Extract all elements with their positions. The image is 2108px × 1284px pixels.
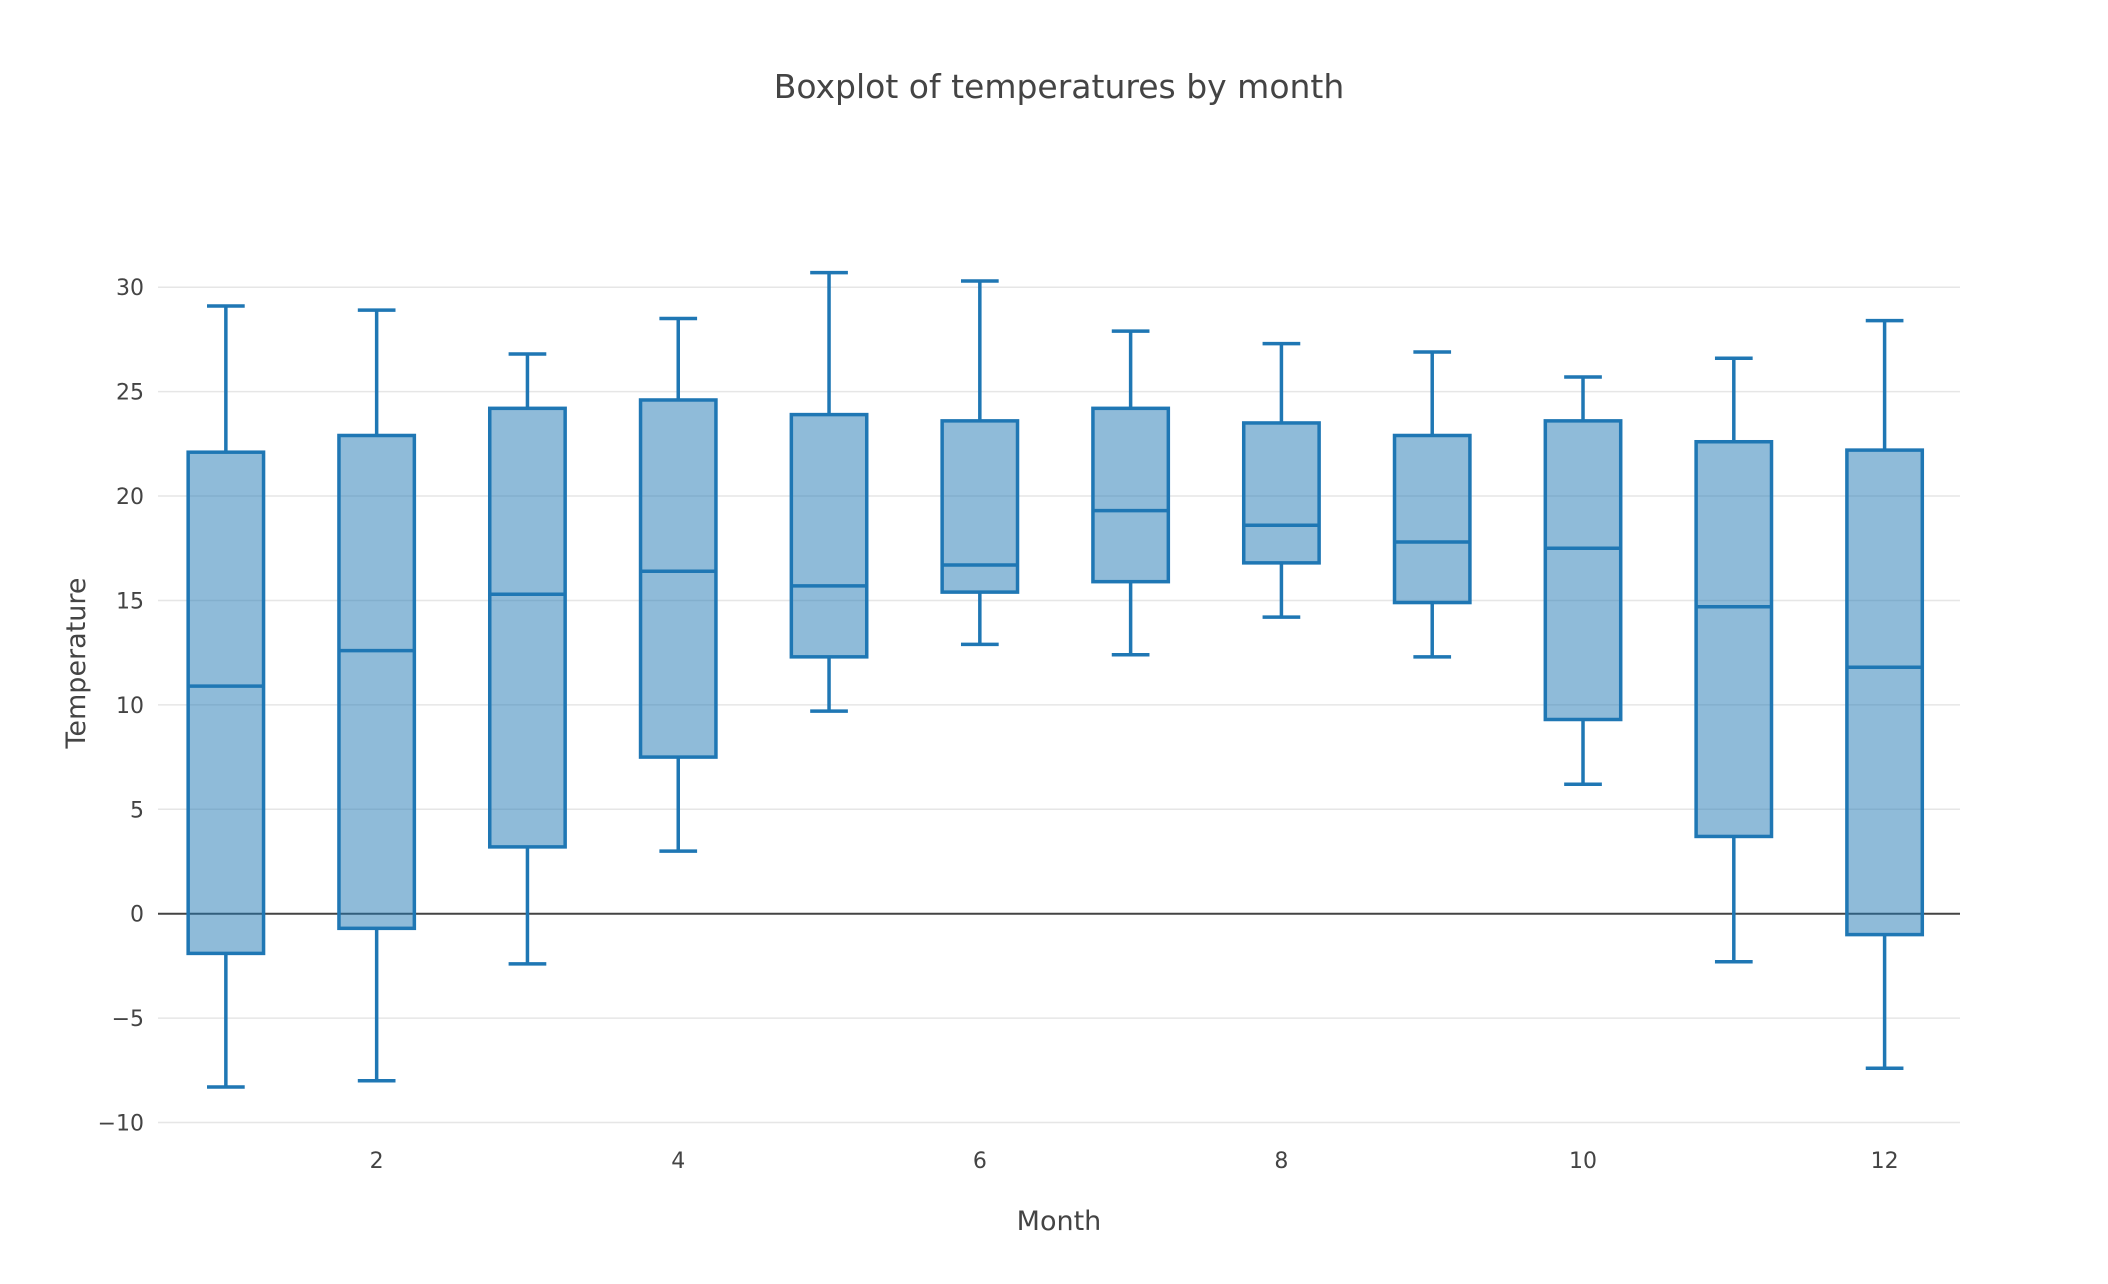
y-tick-label: 20 [116, 485, 144, 510]
box-iqr [1091, 406, 1171, 584]
box-month-4 [638, 316, 718, 853]
box-month-6 [940, 279, 1020, 647]
y-tick-label: 10 [116, 694, 144, 719]
y-tick-labels: −10 −5 0 5 10 15 20 25 30 [98, 276, 144, 1136]
x-tick-label: 12 [1871, 1149, 1899, 1174]
x-tick-label: 2 [370, 1149, 384, 1174]
chart-title: Boxplot of temperatures by month [774, 67, 1345, 106]
gridlines [158, 286, 1960, 1124]
y-tick-label: 0 [130, 903, 144, 928]
y-tick-label: −10 [98, 1112, 144, 1137]
y-tick-label: −5 [112, 1007, 144, 1032]
box-month-2 [337, 308, 417, 1083]
box-month-3 [487, 352, 567, 966]
box-iqr [487, 406, 567, 849]
box-month-8 [1241, 341, 1321, 619]
y-tick-label: 30 [116, 276, 144, 301]
box-iqr [1543, 419, 1623, 722]
box-month-1 [186, 304, 266, 1089]
box-month-9 [1392, 350, 1472, 659]
box-month-5 [789, 270, 869, 713]
x-axis-label: Month [1017, 1206, 1102, 1237]
y-tick-label: 25 [116, 381, 144, 406]
box-iqr [337, 433, 417, 931]
box-iqr [789, 412, 869, 659]
boxes [186, 270, 1925, 1089]
box-month-10 [1543, 375, 1623, 786]
box-iqr [1392, 433, 1472, 605]
box-month-7 [1091, 329, 1171, 657]
y-tick-label: 5 [130, 798, 144, 823]
x-tick-label: 6 [973, 1149, 987, 1174]
x-tick-label: 4 [671, 1149, 685, 1174]
box-iqr [1694, 439, 1774, 839]
y-tick-label: 15 [116, 589, 144, 614]
box-iqr [638, 398, 718, 759]
x-tick-label: 10 [1569, 1149, 1597, 1174]
box-month-12 [1845, 318, 1925, 1071]
box-month-11 [1694, 356, 1774, 964]
box-iqr [1845, 448, 1925, 937]
x-tick-label: 8 [1274, 1149, 1288, 1174]
box-iqr [186, 450, 266, 956]
box-iqr [1241, 421, 1321, 565]
x-tick-labels: 2 4 6 8 10 12 [370, 1149, 1899, 1174]
y-axis-label: Temperature [61, 577, 92, 749]
